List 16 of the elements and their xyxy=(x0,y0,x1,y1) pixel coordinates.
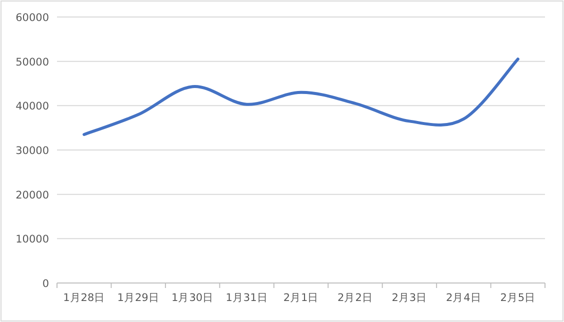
xtick: 1月30日 xyxy=(172,292,214,304)
xtick: 1月29日 xyxy=(117,292,160,304)
ytick: 0 xyxy=(42,278,49,290)
ytick: 30000 xyxy=(16,145,49,157)
ytick: 10000 xyxy=(16,234,49,246)
xtick: 1月28日 xyxy=(63,292,106,304)
xtick: 2月5日 xyxy=(500,292,536,304)
xtick: 1月31日 xyxy=(226,292,268,304)
ytick: 20000 xyxy=(16,189,49,202)
xtick: 2月3日 xyxy=(392,292,428,304)
xtick: 2月2日 xyxy=(338,292,373,304)
ytick: 60000 xyxy=(16,12,49,24)
ytick: 50000 xyxy=(16,56,49,68)
ytick: 40000 xyxy=(16,100,49,113)
xtick: 2月4日 xyxy=(446,292,482,304)
xtick: 2月1日 xyxy=(283,292,319,304)
